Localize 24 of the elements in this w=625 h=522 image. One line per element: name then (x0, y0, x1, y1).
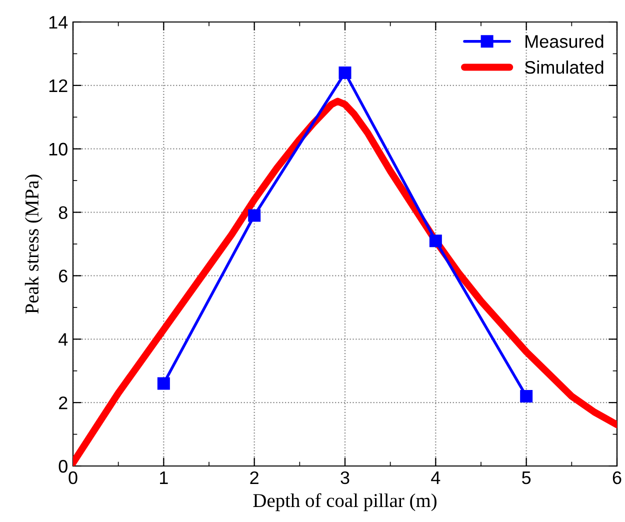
y-tick-label: 8 (58, 206, 68, 220)
y-tick-label: 0 (58, 460, 68, 473)
y-tick-label: 2 (59, 396, 68, 410)
x-tick-label: 0 (68, 471, 78, 484)
point (338, 66, 352, 79)
x-tick-label: 4 (431, 472, 440, 484)
y-tick-label: 10 (49, 142, 68, 156)
y-tick-label: 6 (59, 270, 68, 282)
x-axis-title: Depth of coal pillar (m) (253, 493, 436, 512)
point (157, 377, 170, 390)
x-tick-label: 2 (250, 471, 258, 484)
y-axis-title: Peak stress (MPa) (24, 174, 42, 314)
x-tick-label: 1 (160, 472, 168, 484)
legend-label: Simulated (524, 60, 604, 74)
x-tick-label: 5 (522, 472, 531, 484)
x-tick-label: 6 (612, 471, 622, 484)
point (429, 234, 442, 248)
x-tick-label: 3 (340, 471, 350, 484)
y-tick-label: 4 (58, 333, 68, 346)
y-tick-label: 12 (49, 79, 68, 92)
point (520, 390, 533, 402)
point (248, 209, 261, 222)
legend-label: Measured (526, 34, 604, 48)
y-tick-label: 14 (49, 16, 68, 29)
